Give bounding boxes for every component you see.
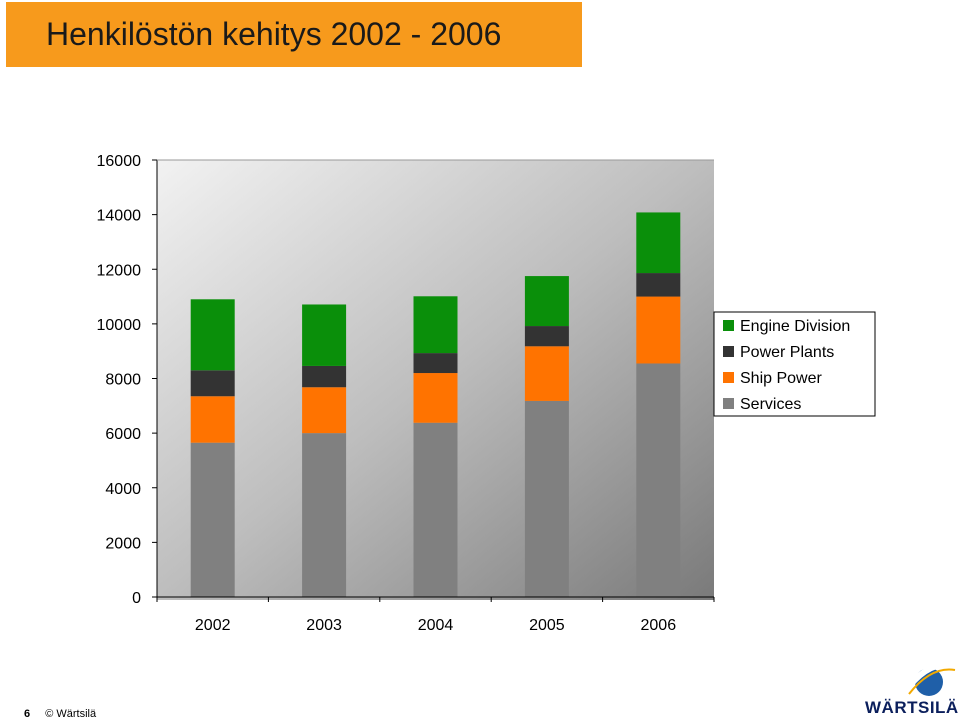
y-tick-label: 0 [132, 590, 141, 607]
footer: 6 © Wärtsilä [24, 708, 96, 720]
bar-engine-division-2006 [636, 212, 681, 274]
logo-swoosh-icon [902, 661, 957, 696]
bar-engine-division-2003 [302, 304, 347, 366]
legend-label: Engine Division [740, 318, 850, 335]
y-tick-label: 14000 [97, 208, 142, 225]
legend-swatch [723, 320, 734, 331]
y-tick-label: 2000 [105, 535, 141, 552]
legend-swatch [723, 372, 734, 383]
y-tick-label: 12000 [97, 262, 142, 279]
bar-ship-power-2005 [524, 346, 569, 401]
legend-box [713, 311, 876, 417]
x-tick-label: 2005 [529, 617, 565, 634]
bar-engine-division-2005 [524, 276, 569, 327]
legend-label: Ship Power [740, 370, 822, 387]
x-tick-label: 2006 [641, 617, 677, 634]
bar-power-plants-2002 [190, 370, 235, 397]
y-tick-label: 8000 [105, 372, 141, 389]
bar-power-plants-2006 [636, 273, 681, 297]
legend-swatch [723, 398, 734, 409]
y-tick-label: 4000 [105, 481, 141, 498]
legend-label: Power Plants [740, 344, 834, 361]
bar-services-2004 [413, 422, 458, 597]
slide-title: Henkilöstön kehitys 2002 - 2006 [46, 16, 502, 52]
bar-power-plants-2004 [413, 353, 458, 374]
legend-swatch [723, 346, 734, 357]
bar-ship-power-2002 [190, 396, 235, 443]
bar-power-plants-2005 [524, 326, 569, 347]
bar-ship-power-2006 [636, 296, 681, 364]
bar-services-2002 [190, 442, 235, 597]
bar-services-2003 [302, 433, 347, 597]
bar-services-2005 [524, 400, 569, 597]
bar-services-2006 [636, 363, 681, 597]
x-tick-label: 2002 [195, 617, 231, 634]
bar-engine-division-2004 [413, 296, 458, 354]
y-tick-label: 16000 [97, 153, 142, 170]
copyright-text: © Wärtsilä [45, 708, 97, 720]
wartsila-logo: WÄRTSILÄ [865, 658, 959, 718]
y-tick-label: 6000 [105, 426, 141, 443]
bar-engine-division-2002 [190, 299, 235, 371]
x-tick-label: 2004 [418, 617, 454, 634]
bar-ship-power-2004 [413, 373, 458, 423]
y-tick-label: 10000 [97, 317, 142, 334]
legend-label: Services [740, 396, 801, 413]
logo-text: WÄRTSILÄ [865, 698, 959, 717]
page-number: 6 [24, 708, 31, 720]
x-tick-label: 2003 [306, 617, 342, 634]
bar-ship-power-2003 [302, 387, 347, 434]
bar-power-plants-2003 [302, 365, 347, 388]
title-bar: Henkilöstön kehitys 2002 - 2006 [6, 2, 582, 67]
